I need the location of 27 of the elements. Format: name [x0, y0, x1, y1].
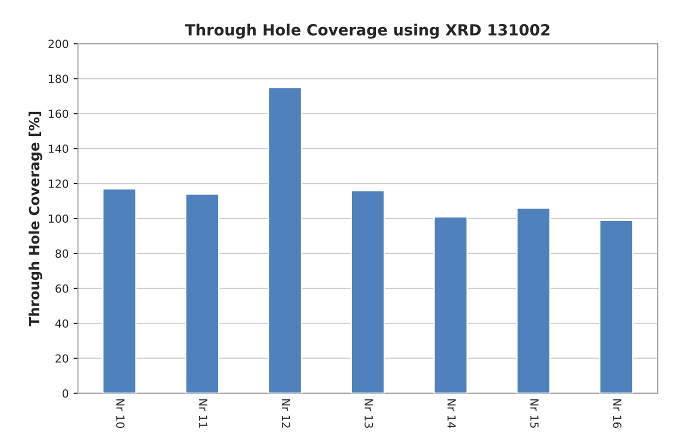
y-tick-label: 160 [48, 110, 68, 118]
y-axis-title: Through Hole Coverage [%] [28, 112, 42, 326]
y-tick-label: 100 [48, 214, 68, 223]
x-tick-label: Nr 16 [613, 399, 622, 428]
x-tick-label: Nr 14 [448, 399, 456, 428]
bar [433, 216, 468, 394]
bar [184, 193, 220, 394]
x-tick-label: Nr 12 [282, 399, 290, 428]
bar [268, 86, 302, 394]
y-tick-label: 80 [56, 249, 68, 258]
x-tick-label: Nr 11 [199, 399, 208, 428]
bar [102, 188, 137, 394]
x-tick-label: Nr 13 [364, 399, 373, 428]
bar [516, 207, 551, 394]
x-tick-label: Nr 15 [530, 399, 538, 428]
y-tick-label: 140 [48, 144, 68, 153]
bar [350, 190, 386, 394]
y-tick-label: 60 [56, 284, 68, 293]
y-tick-label: 20 [56, 354, 68, 363]
x-tick-label: Nr 10 [116, 399, 125, 428]
y-tick-label: 0 [62, 389, 68, 398]
y-tick-label: 120 [48, 180, 68, 188]
bar [598, 220, 634, 394]
y-tick-label: 40 [55, 319, 68, 328]
y-tick-label: 200 [48, 40, 68, 48]
y-tick-label: 180 [48, 74, 68, 84]
chart-title: Through Hole Coverage using XRD 131002 [185, 24, 550, 39]
